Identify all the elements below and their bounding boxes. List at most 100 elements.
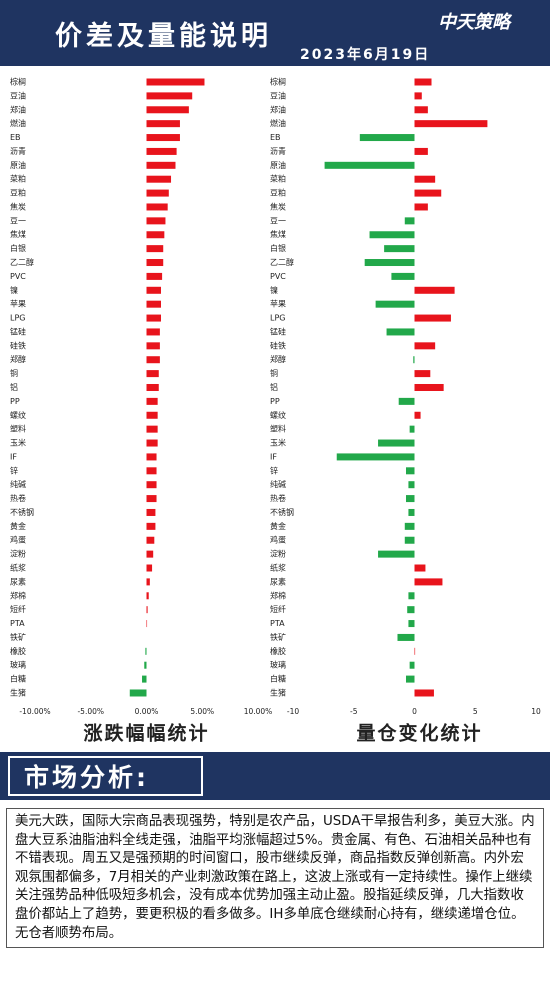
category-label: 乙二醇 (10, 257, 34, 267)
bar (146, 522, 156, 530)
category-label: 生猪 (270, 687, 286, 697)
category-label: 菜粕 (10, 174, 26, 184)
category-label: 郑醇 (270, 354, 286, 364)
bar (146, 134, 180, 142)
category-label: 苹果 (270, 299, 286, 309)
category-label: 塑料 (10, 424, 26, 434)
bar (146, 120, 180, 128)
bar (146, 439, 158, 447)
category-label: 白银 (270, 243, 286, 253)
bar (146, 217, 166, 225)
category-label: 玉米 (10, 438, 26, 448)
bar (146, 606, 148, 614)
category-label: 豆油 (270, 90, 286, 100)
bar (364, 259, 415, 267)
category-label: 螺纹 (10, 410, 26, 420)
bar (146, 508, 156, 516)
category-label: 黄金 (270, 521, 286, 531)
category-label: 白糖 (10, 674, 26, 684)
bar (146, 592, 149, 600)
category-label: 焦煤 (270, 229, 286, 239)
bar (414, 175, 436, 183)
bar (414, 78, 432, 86)
bar (405, 467, 415, 475)
category-label: 原油 (270, 160, 286, 170)
bar (146, 620, 148, 628)
bar (405, 495, 415, 503)
category-label: 白银 (10, 243, 26, 253)
category-label: 棕榈 (270, 77, 286, 87)
bar (405, 675, 415, 683)
bar (146, 245, 164, 253)
category-label: 豆一 (10, 216, 26, 225)
bar (408, 508, 415, 516)
bar (414, 564, 426, 572)
bar (414, 106, 428, 114)
category-label: PVC (270, 272, 286, 281)
category-label: 硅铁 (10, 340, 26, 350)
category-label: LPG (10, 314, 25, 323)
category-label: 郑油 (10, 104, 26, 114)
bar (146, 342, 160, 350)
bar (146, 356, 160, 364)
category-label: 铁矿 (10, 632, 26, 642)
category-label: 淀粉 (10, 549, 26, 559)
bar (408, 620, 415, 628)
category-label: 郑油 (270, 104, 286, 114)
category-label: 硅铁 (270, 340, 286, 350)
category-label: 不锈钢 (10, 507, 34, 517)
bar (144, 661, 147, 669)
category-label: 苹果 (10, 299, 26, 309)
category-label: 锌 (10, 465, 18, 475)
category-label: 纯碱 (10, 479, 26, 489)
bar (397, 633, 415, 641)
x-tick-label: -5 (350, 707, 358, 716)
category-label: 棕榈 (10, 77, 26, 87)
bar (375, 300, 415, 308)
analysis-text: 美元大跌，国际大宗商品表现强势，特别是农产品，USDA干旱报告利多，美豆大涨。内… (6, 808, 544, 949)
page-title: 价差及量能说明 (55, 21, 272, 52)
bar (146, 578, 150, 586)
bar (378, 550, 415, 558)
category-label: 不锈钢 (270, 507, 294, 517)
bar (146, 453, 157, 461)
bar (146, 370, 159, 378)
category-label: 铝 (10, 382, 18, 392)
bar (146, 564, 153, 572)
bar (404, 536, 415, 544)
category-label: 纯碱 (270, 479, 286, 489)
category-label: 生猪 (10, 687, 26, 697)
x-tick-label: -10.00% (19, 707, 50, 716)
bar (414, 647, 416, 655)
category-label: LPG (270, 314, 285, 323)
bar (414, 578, 443, 586)
bar (384, 245, 415, 253)
bar (146, 92, 193, 100)
section-heading: 市场分析: (8, 756, 203, 796)
bar (414, 314, 451, 322)
bar (146, 425, 158, 433)
category-label: 尿素 (10, 576, 26, 586)
category-label: 沥青 (10, 146, 26, 156)
category-label: 燃油 (10, 118, 26, 128)
category-label: 镍 (10, 285, 18, 295)
x-tick-label: 10 (531, 707, 541, 716)
bar (413, 356, 415, 364)
bar (414, 189, 442, 197)
category-label: 铝 (270, 382, 278, 392)
category-label: IF (270, 452, 277, 461)
category-label: 纸浆 (270, 563, 286, 573)
category-label: 玻璃 (270, 660, 286, 670)
x-tick-label: -10 (287, 707, 299, 716)
bar (129, 689, 147, 697)
bar (146, 411, 158, 419)
bar (414, 120, 488, 128)
header-band (0, 0, 550, 66)
category-label: 铜 (10, 368, 18, 378)
x-tick-label: 5.00% (190, 707, 214, 716)
category-label: 锰硅 (10, 326, 26, 336)
bar (414, 370, 431, 378)
category-label: 鸡蛋 (10, 535, 26, 545)
bar (146, 175, 172, 183)
